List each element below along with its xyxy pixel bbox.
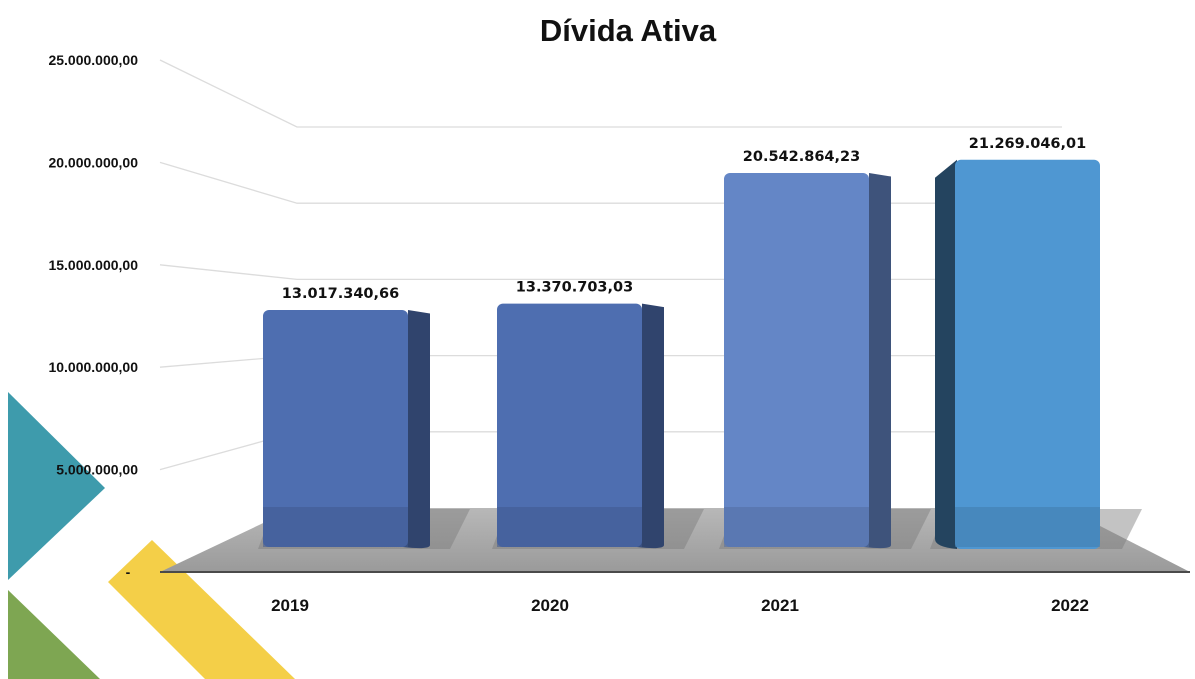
y-tick-label: 20.000.000,00 [48,154,138,170]
bar-2020 [492,303,704,549]
y-tick-label: 10.000.000,00 [48,359,138,375]
x-tick-label: 2019 [271,596,309,615]
x-tick-label: 2022 [1051,596,1089,615]
y-tick-label: 25.000.000,00 [48,52,138,68]
x-tick-label: 2020 [531,596,569,615]
teal-triangle-shape [8,392,105,580]
bar-side-face [403,310,430,549]
bar-side-face [637,303,664,549]
x-tick-label: 2021 [761,596,799,615]
bar-base-shade [955,507,1100,547]
bar-2019 [258,310,470,549]
bar-front-face [955,159,1100,550]
gridline [159,59,1062,128]
bar-value-label: 13.370.703,03 [516,280,633,296]
value-labels: 13.017.340,66 13.370.703,03 20.542.864,23 2… [282,136,1086,302]
bar-2022 [930,159,1142,550]
chart-title: Dívida Ativa [540,13,717,48]
y-tick-label: - [126,564,131,580]
bar-value-label: 21.269.046,01 [969,136,1086,152]
bar-value-label: 13.017.340,66 [282,286,399,302]
x-axis-labels: 2019 2020 2021 2022 [271,596,1089,615]
bars [258,159,1142,550]
bar-value-label: 20.542.864,23 [743,149,860,165]
bar-base-shade [497,507,642,547]
bar-front-face [724,172,869,547]
bar-side-face [935,159,957,550]
gridline [159,264,1062,281]
green-triangle-shape [8,590,100,679]
y-axis-ticks: - 5.000.000,00 10.000.000,00 15.000.000,00 2… [48,52,138,580]
bar-side-face [864,172,891,549]
yellow-stripe-shape [108,540,295,679]
bar-base-shade [724,507,869,547]
bar-front-face [263,310,408,547]
gridline [159,161,1062,204]
bar-2021 [719,172,931,549]
decorative-shapes [8,392,295,679]
y-tick-label: 5.000.000,00 [56,462,138,478]
bar-front-face [497,303,642,547]
bar-base-shade [263,507,408,547]
y-tick-label: 15.000.000,00 [48,257,138,273]
